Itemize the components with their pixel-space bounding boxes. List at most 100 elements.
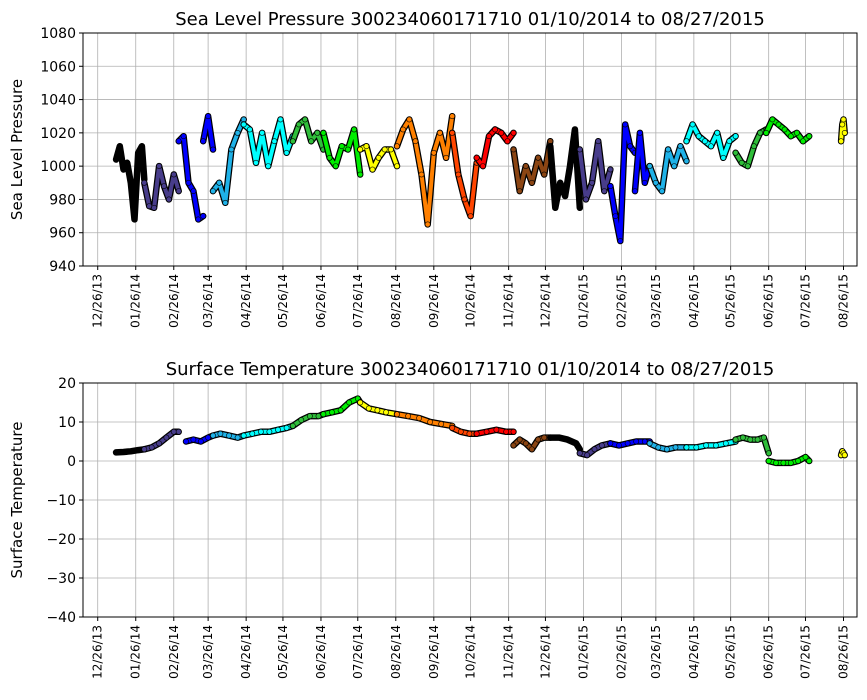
data-point [757,129,763,136]
y-tick-label: 1080 [40,26,76,42]
data-point [156,440,162,447]
series-outline [175,132,207,223]
series-line [395,114,455,227]
data-point [659,188,665,194]
data-point [486,133,492,140]
data-point [275,426,281,433]
data-point [289,138,296,145]
data-point [289,422,296,429]
x-tick-label: 06/26/14 [314,625,328,679]
data-point [567,163,573,169]
data-point [228,146,235,153]
x-tick-label: 12/26/13 [91,274,105,328]
data-point [266,428,273,435]
y-tick-label: 980 [49,192,76,208]
data-point [713,442,719,449]
data-point [416,415,422,421]
data-point [455,171,462,178]
x-tick-label: 04/26/14 [239,625,253,679]
data-point [253,159,259,166]
data-point [357,146,364,153]
x-tick-label: 02/26/14 [167,625,181,679]
data-point [572,126,578,133]
data-point [740,434,746,441]
data-point [405,413,411,419]
data-point [839,121,846,128]
x-tick-label: 01/26/15 [576,625,590,679]
x-tick-label: 08/26/15 [837,274,851,328]
data-point [443,154,449,161]
data-point [175,188,182,194]
series-line [450,425,479,436]
data-point [726,138,733,145]
data-point [170,428,177,435]
data-point [677,143,684,150]
data-point [265,163,272,169]
data-point [473,154,480,161]
data-point [632,188,638,194]
data-point [302,116,308,123]
data-point [493,426,500,433]
data-point [806,458,813,464]
x-tick-label: 08/26/14 [389,274,403,328]
data-point [838,138,844,145]
data-point [599,442,605,449]
data-point [210,432,216,439]
temperature-chart: −40 −30 −20 −10 0 10 20 12/26/13 01/26/14 02/26/1… [8,359,858,679]
data-point [406,116,413,123]
data-point [326,154,333,161]
data-point [664,446,670,453]
data-point [226,432,232,439]
data-point [205,113,211,120]
data-point [320,129,327,136]
data-point [283,424,290,431]
data-point [503,428,510,435]
data-point [689,121,696,128]
data-point [190,188,197,194]
data-point [510,442,517,449]
y-tick-label: 960 [49,226,76,242]
data-point [283,149,290,156]
x-tick-label: 05/26/14 [276,274,290,328]
data-point [161,183,167,189]
data-point [732,133,739,140]
data-point [702,138,708,145]
data-point [492,126,498,133]
x-tick-label: 05/26/14 [276,625,290,679]
data-point [200,213,207,219]
data-point [298,417,305,423]
data-point [732,149,739,156]
x-tick-label: 03/26/15 [649,274,663,328]
data-point [744,163,751,169]
data-point [483,428,490,435]
data-point [646,163,653,169]
y-tick-label: −30 [46,571,76,587]
data-point [180,133,187,140]
data-point [840,116,847,123]
data-point [510,146,517,153]
y-tick-label: 1020 [40,126,76,142]
y-axis-label: Sea Level Pressure [8,79,26,220]
data-point [787,459,794,466]
data-point [695,133,702,140]
data-point [375,154,382,161]
data-point [751,143,757,150]
data-point [234,129,241,136]
x-tick-label: 07/26/15 [798,625,812,679]
x-tick-label: 07/26/14 [351,625,365,679]
x-tick-label: 04/26/15 [687,625,701,679]
x-tick-label: 05/26/15 [724,625,738,679]
data-point [529,179,535,186]
data-point [641,179,648,186]
data-point [240,121,247,128]
data-point [671,163,678,169]
data-point [607,166,614,173]
y-tick-label: 1000 [40,159,76,175]
data-point [522,440,529,447]
data-point [113,449,119,456]
x-tick-label: 08/26/15 [837,625,851,679]
data-point [210,146,216,153]
x-tick-label: 04/26/14 [239,274,253,328]
data-point [387,146,394,153]
data-point [616,442,622,449]
